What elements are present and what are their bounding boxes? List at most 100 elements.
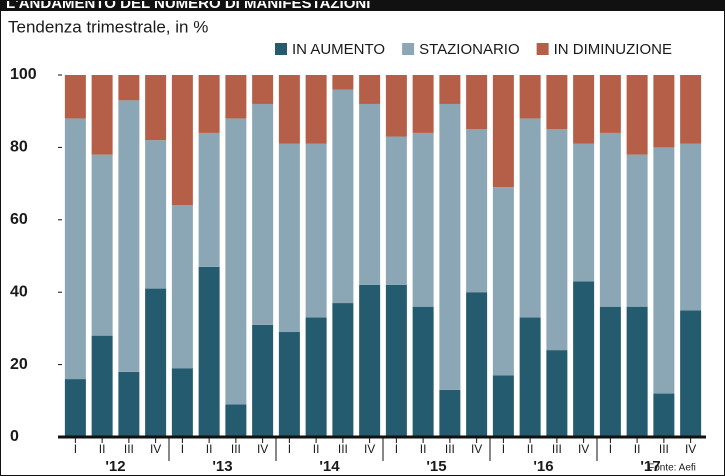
- bar-segment: [64, 75, 86, 119]
- bar-segment: [439, 389, 461, 437]
- legend-swatch: [402, 43, 415, 55]
- legend-swatch: [536, 43, 549, 55]
- x-tick-label: I: [609, 442, 612, 456]
- bar-segment: [385, 75, 407, 137]
- bar-segment: [198, 266, 220, 437]
- bar-segment: [439, 103, 461, 390]
- chart-title: L'ANDAMENTO DEL NUMERO DI MANIFESTAZIONI: [6, 0, 370, 12]
- x-tick-label: IV: [150, 442, 161, 456]
- bar-segment: [385, 136, 407, 285]
- bar-segment: [332, 75, 354, 90]
- bar-segment: [546, 350, 568, 437]
- group-label: '14: [319, 458, 340, 475]
- bar-segment: [626, 154, 648, 307]
- group-label: '16: [533, 458, 553, 475]
- bar-segment: [626, 306, 648, 437]
- x-tick-label: II: [420, 442, 427, 456]
- x-tick-label: I: [395, 442, 398, 456]
- bar-segment: [653, 147, 675, 394]
- bar-segment: [171, 368, 193, 437]
- bar-segment: [466, 129, 488, 293]
- bar-segment: [305, 143, 327, 318]
- bar-segment: [439, 75, 461, 104]
- bar-segment: [252, 75, 274, 104]
- bar-segment: [118, 75, 140, 101]
- x-tick-label: II: [206, 442, 213, 456]
- bar-segment: [198, 132, 220, 267]
- bar-segment: [653, 393, 675, 437]
- bar-segment: [492, 75, 514, 188]
- bar-segment: [91, 335, 113, 437]
- x-tick-label: I: [502, 442, 505, 456]
- x-tick-label: IV: [364, 442, 375, 456]
- bar-segment: [305, 317, 327, 437]
- bar-segment: [278, 332, 300, 437]
- bar-segment: [278, 75, 300, 144]
- x-tick-label: III: [338, 442, 348, 456]
- y-tick-label: 100: [10, 66, 37, 83]
- y-tick-label: 80: [10, 139, 28, 156]
- bar-segment: [412, 306, 434, 437]
- bar-segment: [466, 292, 488, 437]
- bar-segment: [118, 371, 140, 437]
- bar-segment: [64, 118, 86, 380]
- bar-segment: [599, 75, 621, 133]
- bar-segment: [680, 310, 702, 437]
- x-tick-label: III: [124, 442, 134, 456]
- bar-segment: [252, 103, 274, 325]
- bar-segment: [198, 75, 220, 133]
- bar-segment: [519, 75, 541, 119]
- x-tick-label: III: [552, 442, 562, 456]
- bar-segment: [252, 324, 274, 437]
- y-tick-label: 40: [10, 283, 28, 300]
- x-tick-label: II: [99, 442, 106, 456]
- x-tick-label: IV: [257, 442, 268, 456]
- bar-segment: [546, 129, 568, 351]
- bar-segment: [599, 132, 621, 307]
- x-tick-label: IV: [471, 442, 482, 456]
- x-tick-label: I: [181, 442, 184, 456]
- chart-subtitle: Tendenza trimestrale, in %: [8, 17, 208, 36]
- y-tick-label: 0: [10, 428, 19, 445]
- bar-segment: [332, 89, 354, 304]
- source: Fonte: Aefi: [648, 463, 696, 474]
- bar-segment: [225, 75, 247, 119]
- bar-segment: [466, 75, 488, 130]
- bar-segment: [225, 118, 247, 405]
- bar-segment: [64, 379, 86, 437]
- bar-segment: [680, 75, 702, 144]
- bar-segment: [546, 75, 568, 130]
- bar-segment: [359, 103, 381, 285]
- bar-segment: [118, 100, 140, 372]
- x-tick-label: IV: [578, 442, 589, 456]
- group-label: '12: [105, 458, 125, 475]
- y-tick-label: 60: [10, 211, 28, 228]
- x-tick-label: IV: [685, 442, 696, 456]
- bar-segment: [492, 187, 514, 376]
- bar-segment: [573, 75, 595, 144]
- title-band: [0, 0, 725, 11]
- bar-segment: [359, 75, 381, 104]
- bar-segment: [145, 140, 167, 289]
- legend-label: IN AUMENTO: [292, 41, 385, 58]
- group-label: '15: [426, 458, 446, 475]
- bar-segment: [653, 75, 675, 148]
- bar-segment: [412, 75, 434, 133]
- x-tick-label: II: [527, 442, 534, 456]
- bar-segment: [492, 375, 514, 437]
- bar-segment: [573, 281, 595, 437]
- group-label: '17: [640, 458, 660, 475]
- bar-segment: [519, 118, 541, 318]
- x-tick-label: III: [231, 442, 241, 456]
- bar-segment: [145, 288, 167, 437]
- x-tick-label: II: [634, 442, 641, 456]
- bar-segment: [145, 75, 167, 141]
- legend-label: STAZIONARIO: [419, 41, 520, 58]
- bar-segment: [680, 143, 702, 311]
- bar-segment: [225, 404, 247, 437]
- bar-segment: [573, 143, 595, 282]
- legend-swatch: [275, 43, 287, 55]
- bar-segment: [91, 75, 113, 155]
- group-label: '13: [212, 458, 232, 475]
